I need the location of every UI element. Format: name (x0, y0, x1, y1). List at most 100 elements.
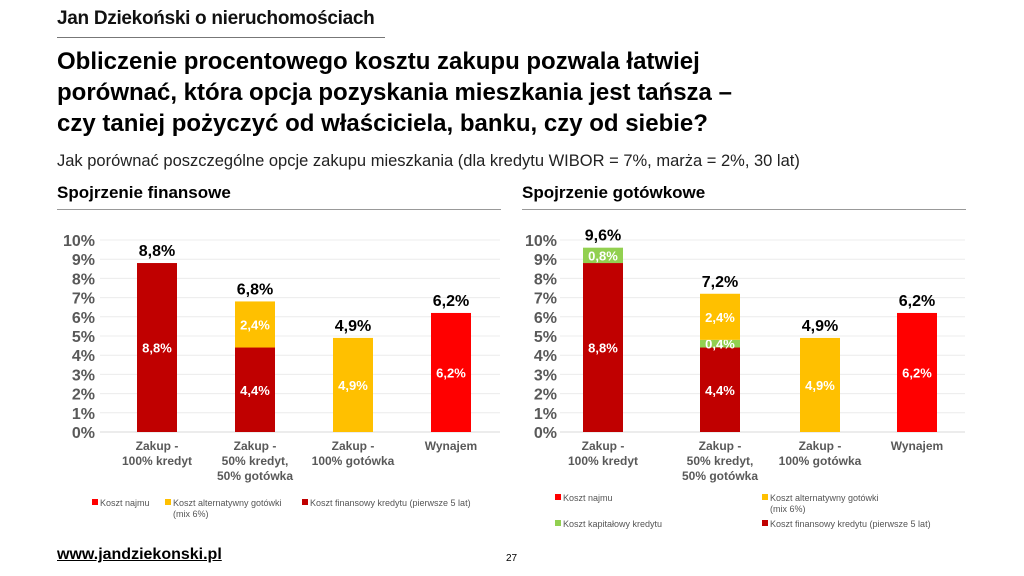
y-tick-label: 4% (534, 348, 557, 365)
y-tick-label: 6% (72, 310, 95, 327)
bar-segment (700, 293, 740, 340)
legend-swatch (555, 520, 561, 526)
segment-data-label: 0,8% (588, 248, 618, 263)
y-tick-label: 5% (72, 329, 95, 346)
legend-label: Koszt finansowy kredytu (pierwsze 5 lat) (770, 519, 931, 529)
bar-segment (333, 337, 373, 432)
y-tick-label: 1% (534, 406, 557, 423)
legend-swatch (762, 520, 768, 526)
category-label: Wynajem (425, 439, 477, 453)
bar-segment (897, 312, 937, 432)
title-line: Obliczenie procentowego kosztu zakupu po… (57, 48, 700, 75)
legend-swatch (165, 499, 171, 505)
category-label: Zakup - (699, 439, 742, 453)
y-tick-label: 3% (534, 367, 557, 384)
legend-item: Koszt finansowy kredytu (pierwsze 5 lat) (302, 498, 471, 509)
title-line: porównać, która opcja pozyskania mieszka… (57, 79, 732, 106)
bar-segment (583, 263, 623, 432)
segment-data-label: 6,2% (902, 365, 932, 380)
bar-segment (137, 263, 177, 432)
legend-swatch (302, 499, 308, 505)
slide-subtitle: Jak porównać poszczególne opcje zakupu m… (57, 152, 800, 170)
segment-data-label: 4,9% (338, 378, 368, 393)
legend-label: Koszt alternatywny gotówki (770, 493, 879, 503)
legend-item: Koszt najmu (92, 498, 150, 509)
total-data-label: 4,9% (335, 318, 371, 335)
category-label: Zakup - (234, 439, 277, 453)
legend-label: Koszt finansowy kredytu (pierwsze 5 lat) (310, 498, 471, 508)
category-label: 100% gotówka (779, 454, 862, 468)
legend-item: Koszt alternatywny gotówki (mix 6%) (165, 498, 282, 520)
category-label: 100% kredyt (568, 454, 638, 468)
total-data-label: 6,8% (237, 281, 273, 298)
website-link[interactable]: www.jandziekonski.pl (57, 546, 222, 563)
total-data-label: 6,2% (899, 293, 935, 310)
bar-segment (235, 301, 275, 348)
y-tick-label: 5% (534, 329, 557, 346)
brand-divider (57, 37, 385, 38)
y-tick-label: 8% (72, 271, 95, 288)
legend-label: (mix 6%) (173, 509, 209, 519)
legend-label: Koszt najmu (563, 493, 613, 503)
category-label: Zakup - (799, 439, 842, 453)
section-divider (522, 209, 966, 210)
category-label: 50% kredyt, (687, 454, 754, 468)
segment-data-label: 2,4% (705, 310, 735, 325)
y-tick-label: 6% (534, 310, 557, 327)
y-tick-label: 9% (534, 252, 557, 269)
bar-segment (700, 339, 740, 348)
title-line: czy taniej pożyczyć od właściciela, bank… (57, 110, 708, 137)
y-tick-label: 1% (72, 406, 95, 423)
total-data-label: 9,6% (585, 228, 621, 245)
total-data-label: 7,2% (702, 274, 738, 291)
y-tick-label: 10% (63, 233, 95, 250)
page-number: 27 (506, 553, 518, 564)
segment-data-label: 4,4% (240, 383, 270, 398)
legend-item: Koszt alternatywny gotówki (mix 6%) (762, 493, 879, 515)
chart-title-cash: Spojrzenie gotówkowe (522, 183, 706, 202)
total-data-label: 8,8% (139, 243, 175, 260)
legend-swatch (762, 494, 768, 500)
category-label: Wynajem (891, 439, 943, 453)
legend-item: Koszt finansowy kredytu (pierwsze 5 lat) (762, 519, 931, 530)
legend-swatch (92, 499, 98, 505)
y-tick-label: 10% (525, 233, 557, 250)
brand-header: Jan Dziekoński o nieruchomościach (57, 8, 375, 29)
category-label: Zakup - (582, 439, 625, 453)
legend-item: Koszt kapitałowy kredytu (555, 519, 662, 530)
category-label: 50% gotówka (217, 469, 293, 483)
chart-title-financial: Spojrzenie finansowe (57, 183, 231, 202)
bar-segment (431, 312, 471, 432)
legend-swatch (555, 494, 561, 500)
bar-segment (800, 337, 840, 432)
y-tick-label: 8% (534, 271, 557, 288)
bar-segment (235, 347, 275, 432)
bar-segment (583, 247, 623, 264)
category-label: 100% kredyt (122, 454, 192, 468)
segment-data-label: 4,9% (805, 378, 835, 393)
y-tick-label: 9% (72, 252, 95, 269)
y-tick-label: 0% (534, 425, 557, 442)
segment-data-label: 0,4% (705, 337, 735, 352)
slide-title: Obliczenie procentowego kosztu zakupu po… (57, 46, 987, 139)
legend-label: Koszt kapitałowy kredytu (563, 519, 663, 529)
y-tick-label: 0% (72, 425, 95, 442)
section-divider (57, 209, 501, 210)
category-label: 50% gotówka (682, 469, 758, 483)
y-tick-label: 4% (72, 348, 95, 365)
segment-data-label: 6,2% (436, 365, 466, 380)
y-tick-label: 7% (534, 291, 557, 308)
legend-item: Koszt najmu (555, 493, 613, 504)
total-data-label: 4,9% (802, 318, 838, 335)
segment-data-label: 4,4% (705, 383, 735, 398)
segment-data-label: 2,4% (240, 317, 270, 332)
y-tick-label: 2% (534, 387, 557, 404)
category-label: Zakup - (136, 439, 179, 453)
segment-data-label: 8,8% (588, 341, 618, 356)
y-tick-label: 2% (72, 387, 95, 404)
segment-data-label: 8,8% (142, 341, 172, 356)
y-tick-label: 3% (72, 367, 95, 384)
category-label: 100% gotówka (312, 454, 395, 468)
